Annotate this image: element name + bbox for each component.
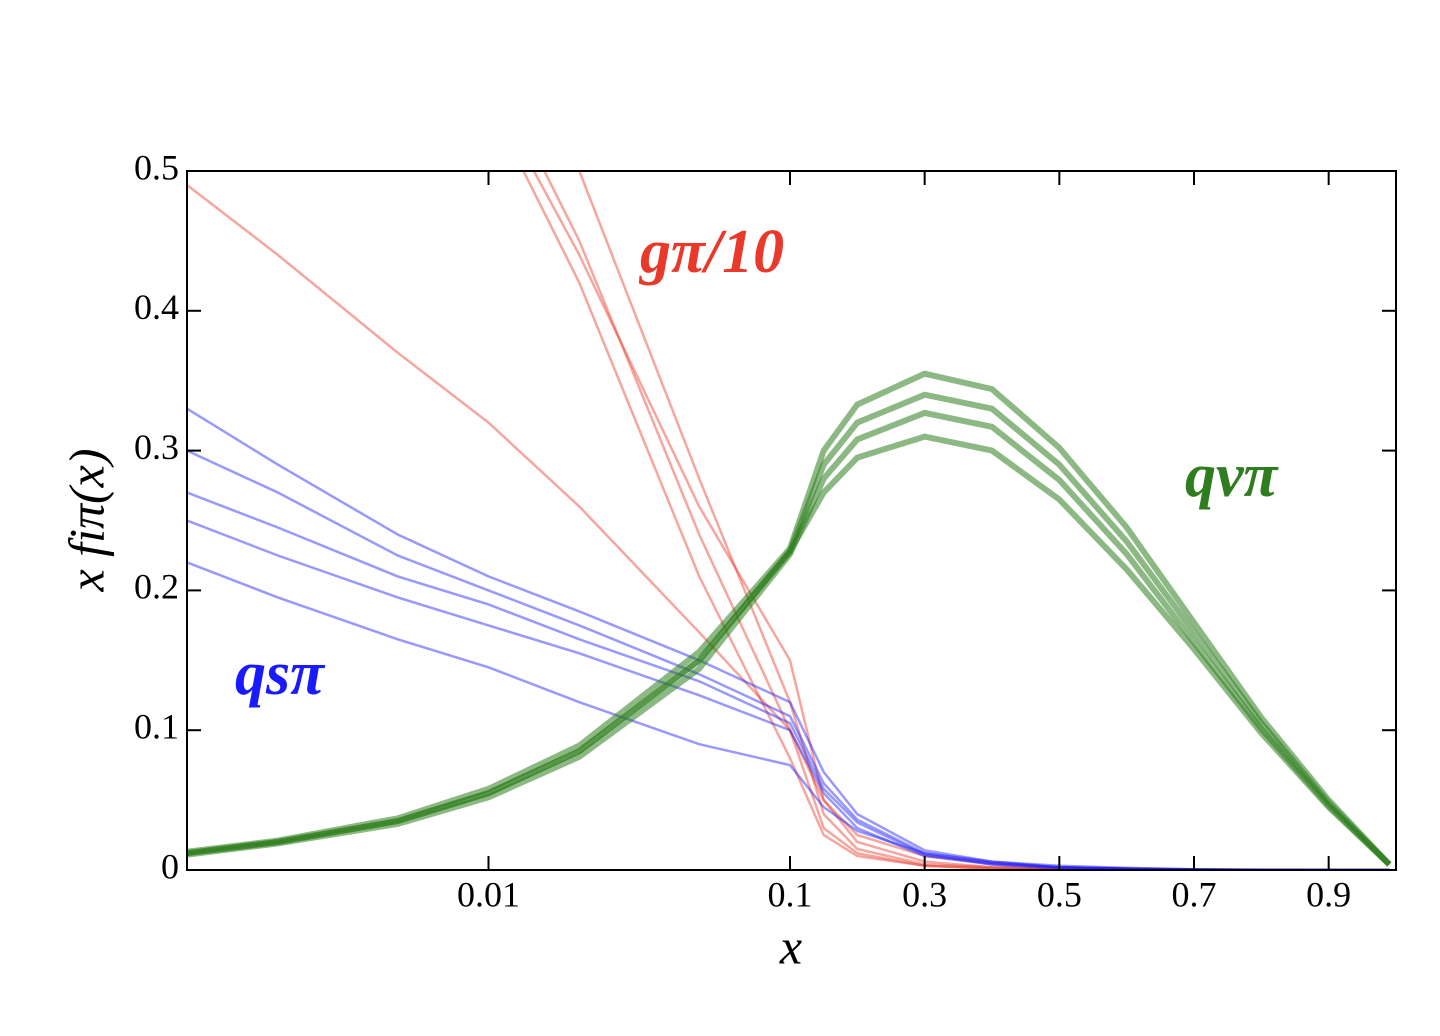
x-tick-label: 0.01 [457, 874, 520, 914]
plot-area [187, 171, 1392, 870]
replica-line [522, 171, 1390, 870]
y-axis-label: x fiπ(x) [58, 448, 114, 592]
replica-line [187, 184, 1390, 870]
replica-line [542, 171, 1390, 870]
y-tick-label: 0.5 [134, 147, 179, 187]
y-tick-label: 0 [161, 846, 179, 886]
replica-line [187, 433, 1392, 867]
replica-line [187, 370, 1392, 867]
plot-frame [186, 170, 1397, 871]
y-tick-label: 0.4 [134, 287, 179, 327]
x-tick-label: 0.3 [902, 874, 947, 914]
series-label: qvπ [1185, 442, 1280, 510]
x-tick-label: 0.9 [1306, 874, 1351, 914]
replica-line [577, 171, 1390, 870]
replica-line [187, 409, 1392, 867]
x-axis-label: x [779, 918, 802, 974]
y-tick-label: 0.1 [134, 706, 179, 746]
y-tick-label: 0.2 [134, 567, 179, 607]
series-label: gπ/10 [638, 218, 784, 286]
series-label: qsπ [235, 640, 326, 708]
y-tick-label: 0.3 [134, 427, 179, 467]
x-tick-label: 0.5 [1037, 874, 1082, 914]
x-tick-label: 0.7 [1172, 874, 1217, 914]
replica-line [532, 171, 1390, 870]
x-tick-label: 0.1 [768, 874, 813, 914]
